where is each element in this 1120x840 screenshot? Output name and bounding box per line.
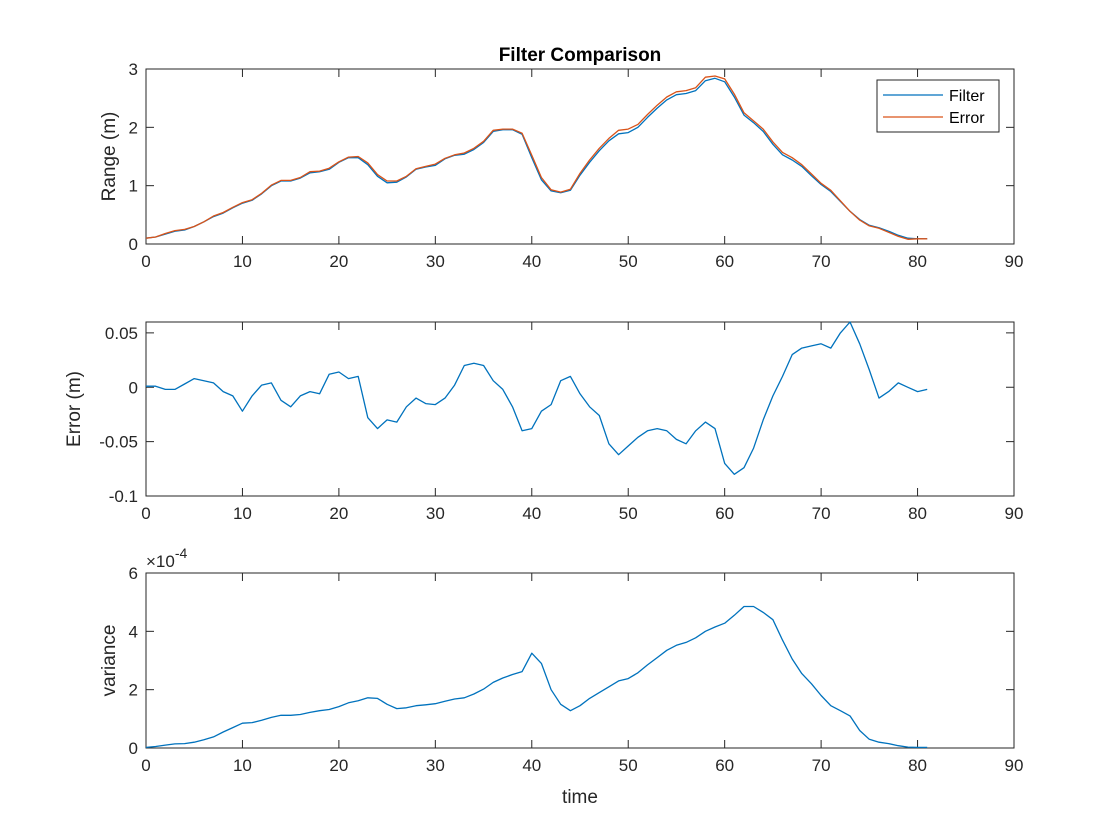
y-tick-label: 2 bbox=[129, 118, 138, 137]
chart-panel-1: 0 10 20 30 40 50 60 70 80 90 0 1 2 3 Range (m) Filter C… bbox=[99, 45, 1023, 271]
x-tick-label: 60 bbox=[715, 756, 734, 775]
y-axis-label: variance bbox=[99, 625, 120, 697]
x-tick-label: 0 bbox=[141, 756, 150, 775]
chart-panel-2: 0 10 20 30 40 50 60 70 80 90 -0.1 -0.05 0 0.05 Error (… bbox=[64, 321, 1024, 523]
x-tick-label: 80 bbox=[908, 504, 927, 523]
y-exponent-power: -4 bbox=[175, 545, 188, 561]
x-axis-label: time bbox=[562, 787, 598, 808]
x-tick-label: 80 bbox=[908, 252, 927, 271]
x-tick-label: 60 bbox=[715, 504, 734, 523]
y-tick-label: 4 bbox=[129, 622, 138, 641]
legend-box bbox=[876, 79, 1000, 133]
y-tick-label: 0 bbox=[129, 378, 138, 397]
x-tick-label: 0 bbox=[141, 252, 150, 271]
x-tick-label: 90 bbox=[1005, 756, 1024, 775]
chart-title: Filter Comparison bbox=[499, 45, 662, 66]
x-tick-label: 50 bbox=[619, 504, 638, 523]
x-tick-label: 40 bbox=[522, 756, 541, 775]
axes-box bbox=[145, 321, 1015, 497]
x-tick-label: 20 bbox=[329, 504, 348, 523]
y-tick-label: 1 bbox=[129, 177, 138, 196]
x-tick-label: 20 bbox=[329, 756, 348, 775]
x-tick-label: 10 bbox=[233, 504, 252, 523]
y-tick-label: 2 bbox=[129, 681, 138, 700]
x-tick-label: 50 bbox=[619, 252, 638, 271]
legend: Filter Error bbox=[876, 79, 1000, 133]
chart-panel-3: 0 10 20 30 40 50 60 70 80 90 0 2 4 6 variance time ×10-4 bbox=[99, 545, 1023, 808]
y-tick-label: 3 bbox=[129, 60, 138, 79]
series-line-1 bbox=[146, 321, 928, 475]
legend-label-error: Error bbox=[949, 110, 985, 127]
y-tick-label: 0 bbox=[129, 235, 138, 254]
x-tick-label: 30 bbox=[426, 756, 445, 775]
x-tick-label: 10 bbox=[233, 756, 252, 775]
x-tick-label: 30 bbox=[426, 504, 445, 523]
y-tick-label: 6 bbox=[129, 564, 138, 583]
x-tick-label: 20 bbox=[329, 252, 348, 271]
x-tick-label: 10 bbox=[233, 252, 252, 271]
y-exponent-label: ×10-4 bbox=[146, 545, 188, 571]
axes-box bbox=[145, 68, 1015, 245]
x-tick-label: 40 bbox=[522, 252, 541, 271]
series-line-1 bbox=[145, 605, 928, 749]
y-exponent-base: ×10 bbox=[146, 552, 175, 571]
legend-label-filter: Filter bbox=[949, 88, 985, 105]
x-tick-label: 40 bbox=[522, 504, 541, 523]
x-tick-label: 60 bbox=[715, 252, 734, 271]
x-tick-label: 0 bbox=[141, 504, 150, 523]
y-tick-label: -0.1 bbox=[109, 487, 138, 506]
x-tick-label: 70 bbox=[812, 756, 831, 775]
y-tick-label: 0.05 bbox=[105, 324, 138, 343]
y-axis-label: Error (m) bbox=[64, 371, 85, 447]
x-tick-label: 50 bbox=[619, 756, 638, 775]
x-tick-label: 70 bbox=[812, 504, 831, 523]
x-tick-label: 90 bbox=[1005, 504, 1024, 523]
y-axis-label: Range (m) bbox=[99, 112, 120, 202]
x-tick-label: 70 bbox=[812, 252, 831, 271]
y-tick-label: 0 bbox=[129, 739, 138, 758]
y-tick-label: -0.05 bbox=[99, 433, 138, 452]
x-tick-label: 30 bbox=[426, 252, 445, 271]
x-tick-label: 80 bbox=[908, 756, 927, 775]
series-line-error bbox=[145, 75, 928, 240]
x-tick-label: 90 bbox=[1005, 252, 1024, 271]
axes-box bbox=[145, 572, 1015, 749]
